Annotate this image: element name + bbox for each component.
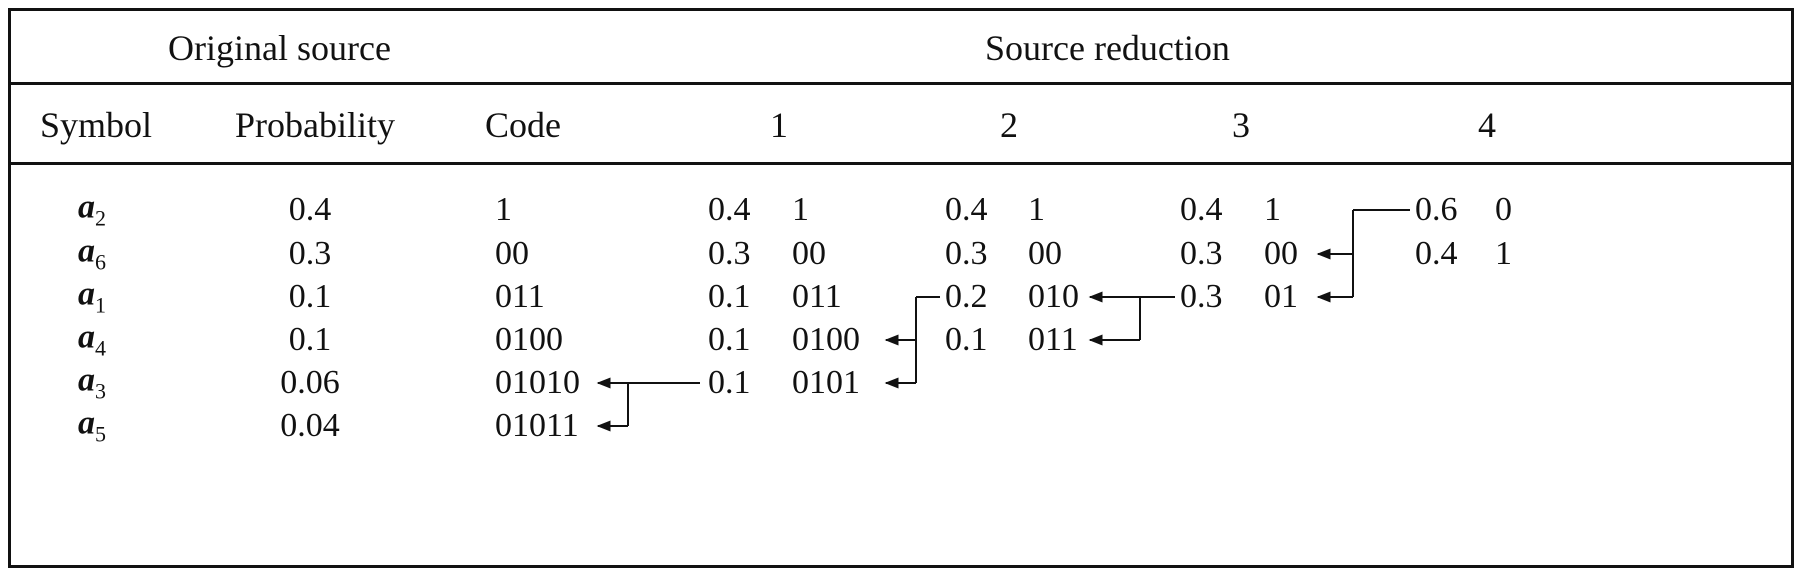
reduction-probability: 0.1 (945, 321, 988, 358)
reduction-probability: 0.1 (708, 364, 751, 401)
symbol-letter: a (78, 188, 95, 226)
source-reduction-heading: Source reduction (985, 28, 1230, 68)
probability-cell: 0.1 (288, 321, 332, 358)
reduction-code: 1 (792, 191, 809, 228)
reduction-probability: 0.4 (1180, 191, 1223, 228)
reduction-code: 0101 (792, 364, 860, 401)
reduction-code: 1 (1028, 191, 1045, 228)
probability-cell: 0.04 (280, 407, 340, 444)
reduction-code: 010 (1028, 278, 1079, 315)
probability-cell: 0.06 (280, 364, 340, 401)
code-cell: 01010 (495, 364, 580, 401)
symbol-subscript: 5 (95, 421, 106, 447)
column-header-reduction-1: 1 (770, 105, 788, 145)
reduction-probability: 0.3 (1180, 235, 1223, 272)
probability-cell: 0.1 (288, 278, 332, 315)
code-cell: 01011 (495, 407, 579, 444)
symbol-subscript: 6 (95, 249, 106, 275)
reduction-probability: 0.3 (945, 235, 988, 272)
column-header-reduction-3: 3 (1232, 105, 1250, 145)
symbol-subscript: 3 (95, 378, 106, 404)
symbol-letter: a (78, 361, 95, 399)
reduction-code: 1 (1495, 235, 1512, 272)
reduction-probability: 0.2 (945, 278, 988, 315)
reduction-code: 00 (1264, 235, 1298, 272)
reduction-code: 1 (1264, 191, 1281, 228)
symbol-cell: a5 (78, 404, 106, 447)
column-header-probability: Probability (235, 105, 395, 145)
original-source-heading: Original source (168, 28, 391, 68)
reduction-probability: 0.1 (708, 278, 751, 315)
column-header-reduction-4: 4 (1478, 105, 1496, 145)
symbol-letter: a (78, 318, 95, 356)
symbol-cell: a3 (78, 361, 106, 404)
reduction-code: 011 (1028, 321, 1078, 358)
reduction-probability: 0.4 (945, 191, 988, 228)
symbol-subscript: 2 (95, 205, 106, 231)
symbol-subscript: 4 (95, 335, 106, 361)
reduction-probability: 0.4 (1415, 235, 1458, 272)
code-cell: 011 (495, 278, 545, 315)
symbol-cell: a2 (78, 188, 106, 231)
probability-cell: 0.4 (288, 191, 332, 228)
reduction-code: 00 (1028, 235, 1062, 272)
code-cell: 00 (495, 235, 529, 272)
reduction-probability: 0.6 (1415, 191, 1458, 228)
symbol-cell: a1 (78, 275, 106, 318)
reduction-code: 011 (792, 278, 842, 315)
symbol-letter: a (78, 275, 95, 313)
reduction-code: 01 (1264, 278, 1298, 315)
table-frame (8, 8, 1794, 568)
symbol-cell: a4 (78, 318, 106, 361)
reduction-code: 0 (1495, 191, 1512, 228)
reduction-code: 0100 (792, 321, 860, 358)
code-cell: 1 (495, 191, 512, 228)
reduction-probability: 0.3 (708, 235, 751, 272)
reduction-probability: 0.1 (708, 321, 751, 358)
column-header-reduction-2: 2 (1000, 105, 1018, 145)
header-divider (8, 82, 1794, 85)
column-header-symbol: Symbol (40, 105, 153, 145)
code-cell: 0100 (495, 321, 563, 358)
reduction-probability: 0.3 (1180, 278, 1223, 315)
symbol-subscript: 1 (95, 292, 106, 318)
column-header-divider (8, 162, 1794, 165)
probability-cell: 0.3 (288, 235, 332, 272)
reduction-code: 00 (792, 235, 826, 272)
symbol-letter: a (78, 404, 95, 442)
reduction-probability: 0.4 (708, 191, 751, 228)
symbol-cell: a6 (78, 232, 106, 275)
column-header-code: Code (485, 105, 561, 145)
symbol-letter: a (78, 232, 95, 270)
